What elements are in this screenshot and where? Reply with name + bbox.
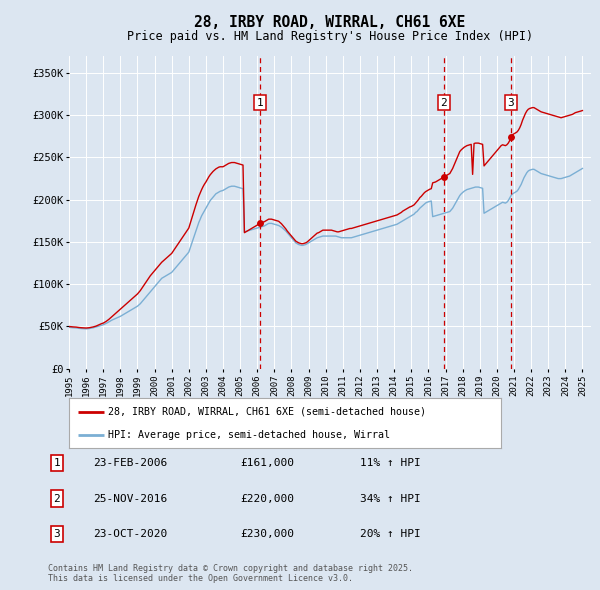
Text: 3: 3 bbox=[508, 97, 514, 107]
Text: 28, IRBY ROAD, WIRRAL, CH61 6XE (semi-detached house): 28, IRBY ROAD, WIRRAL, CH61 6XE (semi-de… bbox=[108, 407, 426, 417]
Text: 25-NOV-2016: 25-NOV-2016 bbox=[93, 494, 167, 503]
Text: 2: 2 bbox=[440, 97, 447, 107]
Text: 20% ↑ HPI: 20% ↑ HPI bbox=[360, 529, 421, 539]
Text: Price paid vs. HM Land Registry's House Price Index (HPI): Price paid vs. HM Land Registry's House … bbox=[127, 30, 533, 43]
Text: £161,000: £161,000 bbox=[240, 458, 294, 468]
Text: 3: 3 bbox=[53, 529, 61, 539]
Text: 11% ↑ HPI: 11% ↑ HPI bbox=[360, 458, 421, 468]
Text: 28, IRBY ROAD, WIRRAL, CH61 6XE: 28, IRBY ROAD, WIRRAL, CH61 6XE bbox=[194, 15, 466, 30]
Text: 1: 1 bbox=[256, 97, 263, 107]
Text: 23-FEB-2006: 23-FEB-2006 bbox=[93, 458, 167, 468]
Text: 1: 1 bbox=[53, 458, 61, 468]
Text: Contains HM Land Registry data © Crown copyright and database right 2025.
This d: Contains HM Land Registry data © Crown c… bbox=[48, 563, 413, 583]
Text: £220,000: £220,000 bbox=[240, 494, 294, 503]
Text: 23-OCT-2020: 23-OCT-2020 bbox=[93, 529, 167, 539]
Text: 2: 2 bbox=[53, 494, 61, 503]
Text: £230,000: £230,000 bbox=[240, 529, 294, 539]
Text: HPI: Average price, semi-detached house, Wirral: HPI: Average price, semi-detached house,… bbox=[108, 430, 390, 440]
Text: 34% ↑ HPI: 34% ↑ HPI bbox=[360, 494, 421, 503]
